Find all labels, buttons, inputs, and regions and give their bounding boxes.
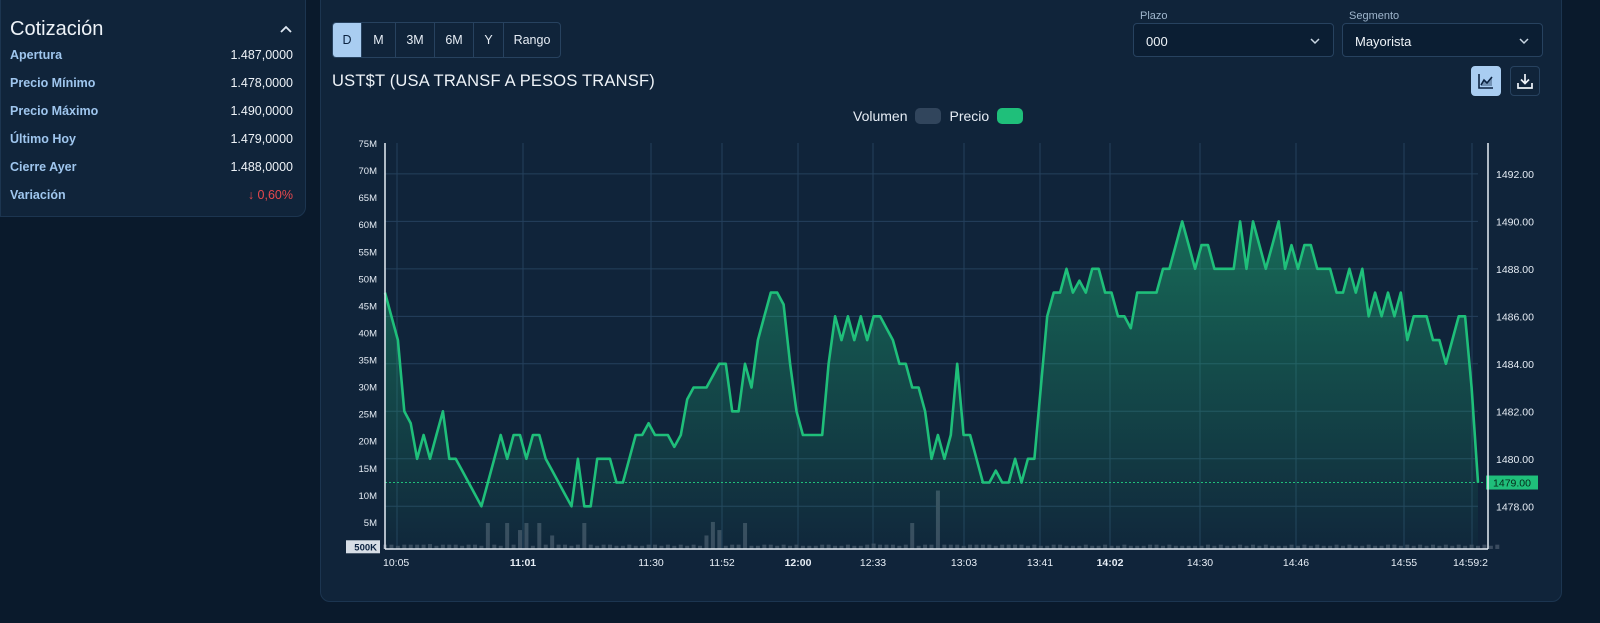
quote-row-label: Precio Máximo xyxy=(10,104,99,118)
quote-row-label: Variación xyxy=(10,188,66,202)
range-selector: D M 3M 6M Y Rango xyxy=(332,22,561,58)
plazo-label: Plazo xyxy=(1140,10,1168,22)
range-button-d[interactable]: D xyxy=(333,23,362,57)
quote-row-value: 1.479,0000 xyxy=(230,132,293,146)
quote-row: Apertura 1.487,0000 xyxy=(10,45,293,65)
quote-row-value: 1.478,0000 xyxy=(230,76,293,90)
legend-volume-swatch[interactable] xyxy=(915,108,942,124)
range-button-6m[interactable]: 6M xyxy=(435,23,474,57)
quote-row-label: Último Hoy xyxy=(10,132,76,146)
segmento-value: Mayorista xyxy=(1355,34,1412,49)
chevron-down-icon xyxy=(1310,38,1320,45)
plazo-value: 000 xyxy=(1146,34,1168,49)
range-button-rango[interactable]: Rango xyxy=(513,33,551,47)
segmento-select[interactable]: Mayorista xyxy=(1342,23,1543,57)
legend-price-label: Precio xyxy=(949,108,990,124)
download-icon xyxy=(1517,74,1533,89)
quote-row-value: 1.488,0000 xyxy=(230,160,293,174)
quote-row: Cierre Ayer 1.488,0000 xyxy=(10,157,293,177)
area-chart-icon xyxy=(1478,74,1493,89)
quote-row: Último Hoy 1.479,0000 xyxy=(10,129,293,149)
segmento-label: Segmento xyxy=(1349,10,1400,22)
quote-row-label: Apertura xyxy=(10,48,63,62)
range-button-m[interactable]: M xyxy=(362,23,396,57)
legend-volume-label: Volumen xyxy=(853,108,908,124)
range-button-y[interactable]: Y xyxy=(474,23,504,57)
plazo-select[interactable]: 000 xyxy=(1133,23,1334,57)
chevron-down-icon xyxy=(1519,38,1529,45)
legend-price-swatch[interactable] xyxy=(997,108,1024,124)
quote-row-label: Precio Mínimo xyxy=(10,76,96,90)
range-button-3m[interactable]: 3M xyxy=(396,23,435,57)
quote-row-value: 1.490,0000 xyxy=(230,104,293,118)
quote-panel xyxy=(0,0,306,217)
chart-title: UST$T (USA TRANSF A PESOS TRANSF) xyxy=(332,72,655,90)
chart-type-button[interactable] xyxy=(1471,66,1501,96)
download-button[interactable] xyxy=(1510,66,1540,96)
quote-row: Variación ↓ 0,60% xyxy=(10,185,293,205)
quote-title: Cotización xyxy=(10,18,104,40)
quote-row-value: ↓ 0,60% xyxy=(247,188,293,202)
chevron-up-icon[interactable] xyxy=(278,22,294,38)
quote-row: Precio Máximo 1.490,0000 xyxy=(10,101,293,121)
quote-row-label: Cierre Ayer xyxy=(10,160,77,174)
quote-row-value: 1.487,0000 xyxy=(230,48,293,62)
chart-legend: Volumen Precio xyxy=(853,108,1031,124)
quote-row: Precio Mínimo 1.478,0000 xyxy=(10,73,293,93)
